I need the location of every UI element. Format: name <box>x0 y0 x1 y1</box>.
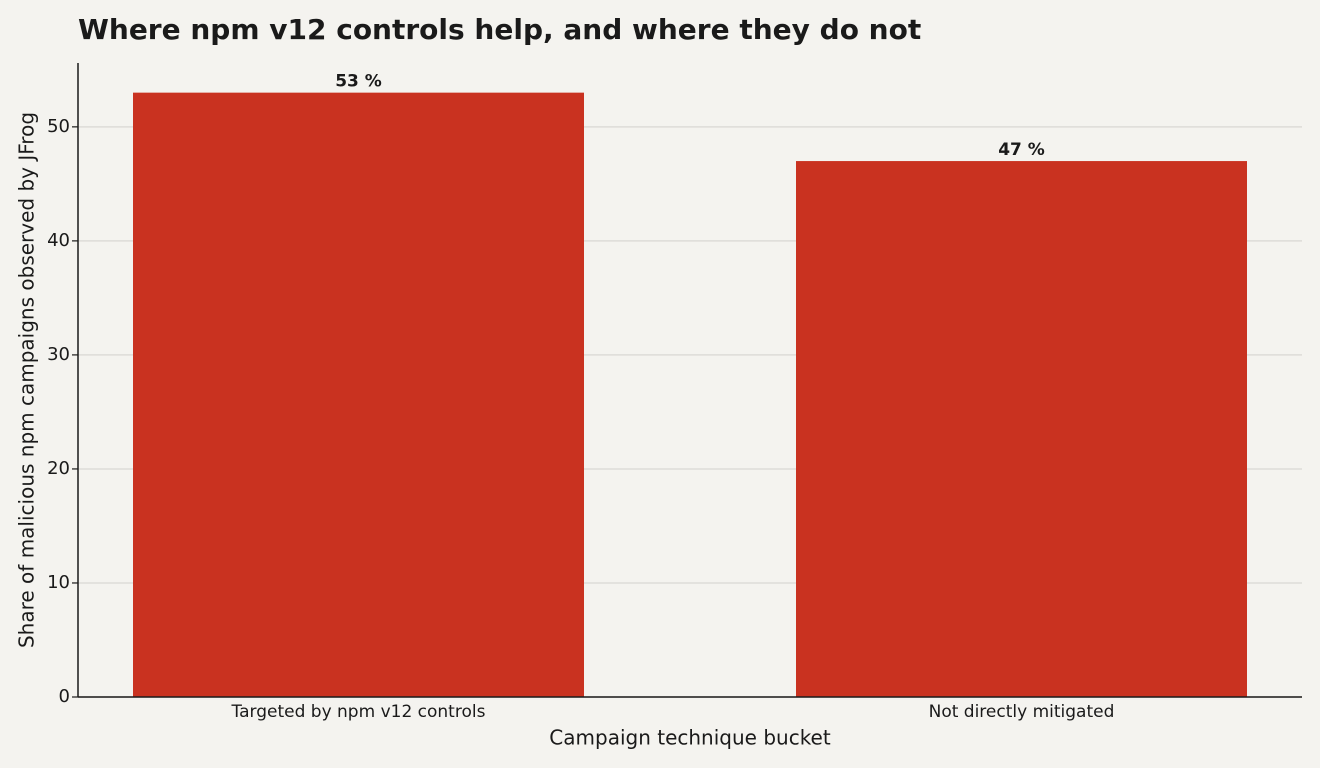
chart-title: Where npm v12 controls help, and where t… <box>78 13 921 46</box>
y-tick-label: 0 <box>59 686 70 707</box>
y-tick-label: 40 <box>47 230 70 251</box>
x-tick-label: Not directly mitigated <box>929 702 1115 722</box>
bar <box>796 161 1247 697</box>
y-tick-label: 10 <box>47 572 70 593</box>
x-tick-label: Targeted by npm v12 controls <box>231 702 486 722</box>
value-label: 47 % <box>998 140 1045 160</box>
y-tick-label: 30 <box>47 344 70 365</box>
x-axis-label: Campaign technique bucket <box>549 726 831 750</box>
y-tick-label: 50 <box>47 116 70 137</box>
bar <box>133 92 584 698</box>
y-axis-label: Share of malicious npm campaigns observe… <box>15 112 39 648</box>
y-tick-label: 20 <box>47 458 70 479</box>
value-label: 53 % <box>335 72 382 92</box>
